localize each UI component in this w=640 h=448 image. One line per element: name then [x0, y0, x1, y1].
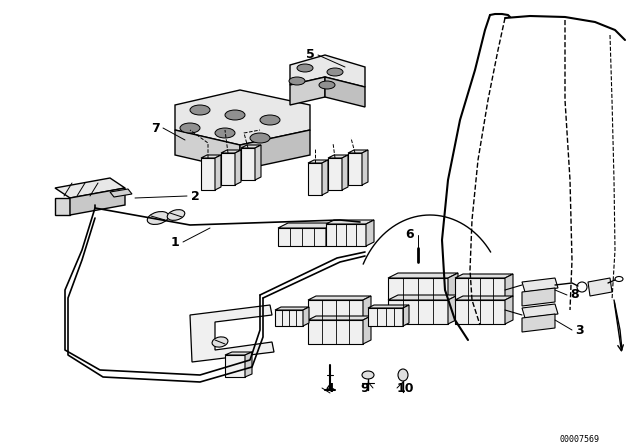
Polygon shape [448, 295, 458, 324]
Text: 3: 3 [576, 323, 584, 336]
Ellipse shape [615, 276, 623, 281]
Polygon shape [348, 150, 368, 153]
Polygon shape [448, 273, 458, 300]
Polygon shape [388, 295, 458, 300]
Polygon shape [241, 148, 255, 180]
Polygon shape [388, 273, 458, 278]
Polygon shape [308, 163, 322, 195]
Polygon shape [110, 189, 132, 197]
Polygon shape [342, 155, 348, 190]
Text: 2: 2 [191, 190, 200, 202]
Polygon shape [328, 155, 348, 158]
Ellipse shape [260, 115, 280, 125]
Polygon shape [455, 296, 513, 300]
Polygon shape [215, 155, 221, 190]
Text: 7: 7 [150, 121, 159, 134]
Text: 6: 6 [406, 228, 414, 241]
Ellipse shape [362, 371, 374, 379]
Polygon shape [290, 55, 365, 87]
Polygon shape [221, 153, 235, 185]
Polygon shape [290, 77, 325, 105]
Polygon shape [308, 296, 371, 300]
Polygon shape [55, 198, 70, 215]
Ellipse shape [289, 77, 305, 85]
Polygon shape [348, 153, 362, 185]
Polygon shape [326, 220, 374, 224]
Text: 4: 4 [326, 382, 334, 395]
Polygon shape [308, 300, 363, 320]
Polygon shape [190, 305, 274, 362]
Ellipse shape [215, 128, 235, 138]
Polygon shape [328, 158, 342, 190]
Polygon shape [175, 130, 240, 170]
Polygon shape [455, 300, 505, 324]
Polygon shape [201, 155, 221, 158]
Polygon shape [326, 223, 336, 246]
Polygon shape [522, 304, 558, 318]
Text: 1: 1 [171, 236, 179, 249]
Ellipse shape [319, 81, 335, 89]
Polygon shape [363, 296, 371, 320]
Text: 8: 8 [571, 289, 579, 302]
Ellipse shape [297, 64, 313, 72]
Ellipse shape [180, 123, 200, 133]
Polygon shape [505, 274, 513, 300]
Polygon shape [363, 316, 371, 344]
Ellipse shape [190, 105, 210, 115]
Polygon shape [225, 352, 252, 355]
Text: 00007569: 00007569 [560, 435, 600, 444]
Polygon shape [201, 158, 215, 190]
Ellipse shape [327, 68, 343, 76]
Polygon shape [505, 296, 513, 324]
Polygon shape [303, 307, 309, 326]
Ellipse shape [225, 110, 245, 120]
Text: 10: 10 [396, 382, 413, 395]
Polygon shape [388, 300, 448, 324]
Polygon shape [388, 278, 448, 300]
Polygon shape [235, 150, 241, 185]
Polygon shape [362, 150, 368, 185]
Polygon shape [326, 224, 366, 246]
Polygon shape [368, 308, 403, 326]
Polygon shape [522, 278, 558, 292]
Polygon shape [325, 77, 365, 107]
Text: 5: 5 [306, 48, 314, 61]
Polygon shape [308, 160, 328, 163]
Polygon shape [221, 150, 241, 153]
Ellipse shape [212, 337, 228, 347]
Polygon shape [255, 145, 261, 180]
Polygon shape [55, 178, 125, 198]
Polygon shape [308, 316, 371, 320]
Polygon shape [70, 188, 125, 215]
Polygon shape [278, 223, 336, 228]
Polygon shape [322, 160, 328, 195]
Polygon shape [225, 355, 245, 377]
Circle shape [577, 282, 587, 292]
Ellipse shape [250, 133, 270, 143]
Polygon shape [275, 310, 303, 326]
Ellipse shape [147, 211, 169, 224]
Polygon shape [175, 90, 310, 145]
Polygon shape [308, 320, 363, 344]
Polygon shape [275, 307, 309, 310]
Ellipse shape [398, 369, 408, 381]
Polygon shape [241, 145, 261, 148]
Polygon shape [455, 274, 513, 278]
Polygon shape [366, 220, 374, 246]
Polygon shape [588, 278, 612, 296]
Polygon shape [403, 305, 409, 326]
Polygon shape [245, 352, 252, 377]
Polygon shape [455, 278, 505, 300]
Ellipse shape [167, 210, 185, 220]
Polygon shape [240, 130, 310, 170]
Polygon shape [522, 314, 555, 332]
Text: 9: 9 [361, 382, 369, 395]
Polygon shape [522, 288, 555, 306]
Polygon shape [278, 228, 326, 246]
Polygon shape [368, 305, 409, 308]
